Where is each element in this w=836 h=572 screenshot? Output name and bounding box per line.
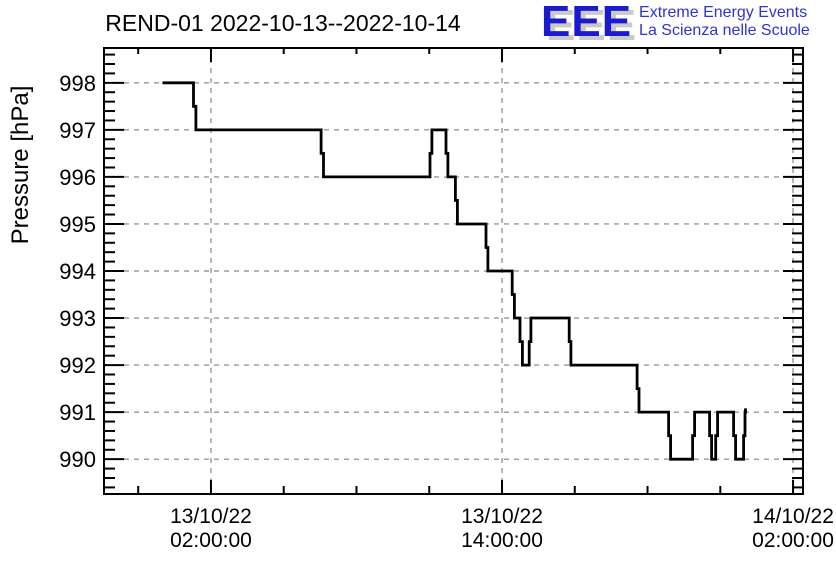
y-tick-label: 990 <box>59 447 96 472</box>
eee-logo: EEE Extreme Energy Events La Scienza nel… <box>541 0 810 46</box>
y-tick-label: 994 <box>59 259 96 284</box>
series-layer <box>162 81 747 461</box>
axis-layer <box>103 47 804 495</box>
y-tick-label: 993 <box>59 306 96 331</box>
eee-logo-line1: Extreme Energy Events <box>639 4 808 21</box>
eee-logo-line2: La Scienza nelle Scuole <box>639 22 810 39</box>
x-tick-label-time: 02:00:00 <box>170 529 252 552</box>
x-tick-label-time: 02:00:00 <box>752 529 834 552</box>
x-tick-label-date: 13/10/22 <box>461 505 543 528</box>
x-tick-label-date: 13/10/22 <box>170 505 252 528</box>
y-tick-label: 991 <box>59 400 96 425</box>
y-tick-label: 996 <box>59 165 96 190</box>
x-tick-label-time: 14:00:00 <box>461 529 543 552</box>
pressure-series-line <box>162 81 747 461</box>
y-tick-label: 992 <box>59 353 96 378</box>
eee-logo-letters: EEE <box>541 0 633 46</box>
y-tick-label: 995 <box>59 212 96 237</box>
label-layer: 99099199299399499599699799813/10/2202:00… <box>59 71 834 552</box>
x-tick-label-date: 14/10/22 <box>752 505 834 528</box>
eee-logo-text: Extreme Energy Events La Scienza nelle S… <box>639 1 810 40</box>
grid-layer <box>104 48 803 494</box>
chart-title: REND-01 2022-10-13--2022-10-14 <box>105 10 461 36</box>
y-tick-label: 997 <box>59 118 96 143</box>
y-axis-title: Pressure [hPa] <box>7 86 34 245</box>
y-tick-label: 998 <box>59 71 96 96</box>
